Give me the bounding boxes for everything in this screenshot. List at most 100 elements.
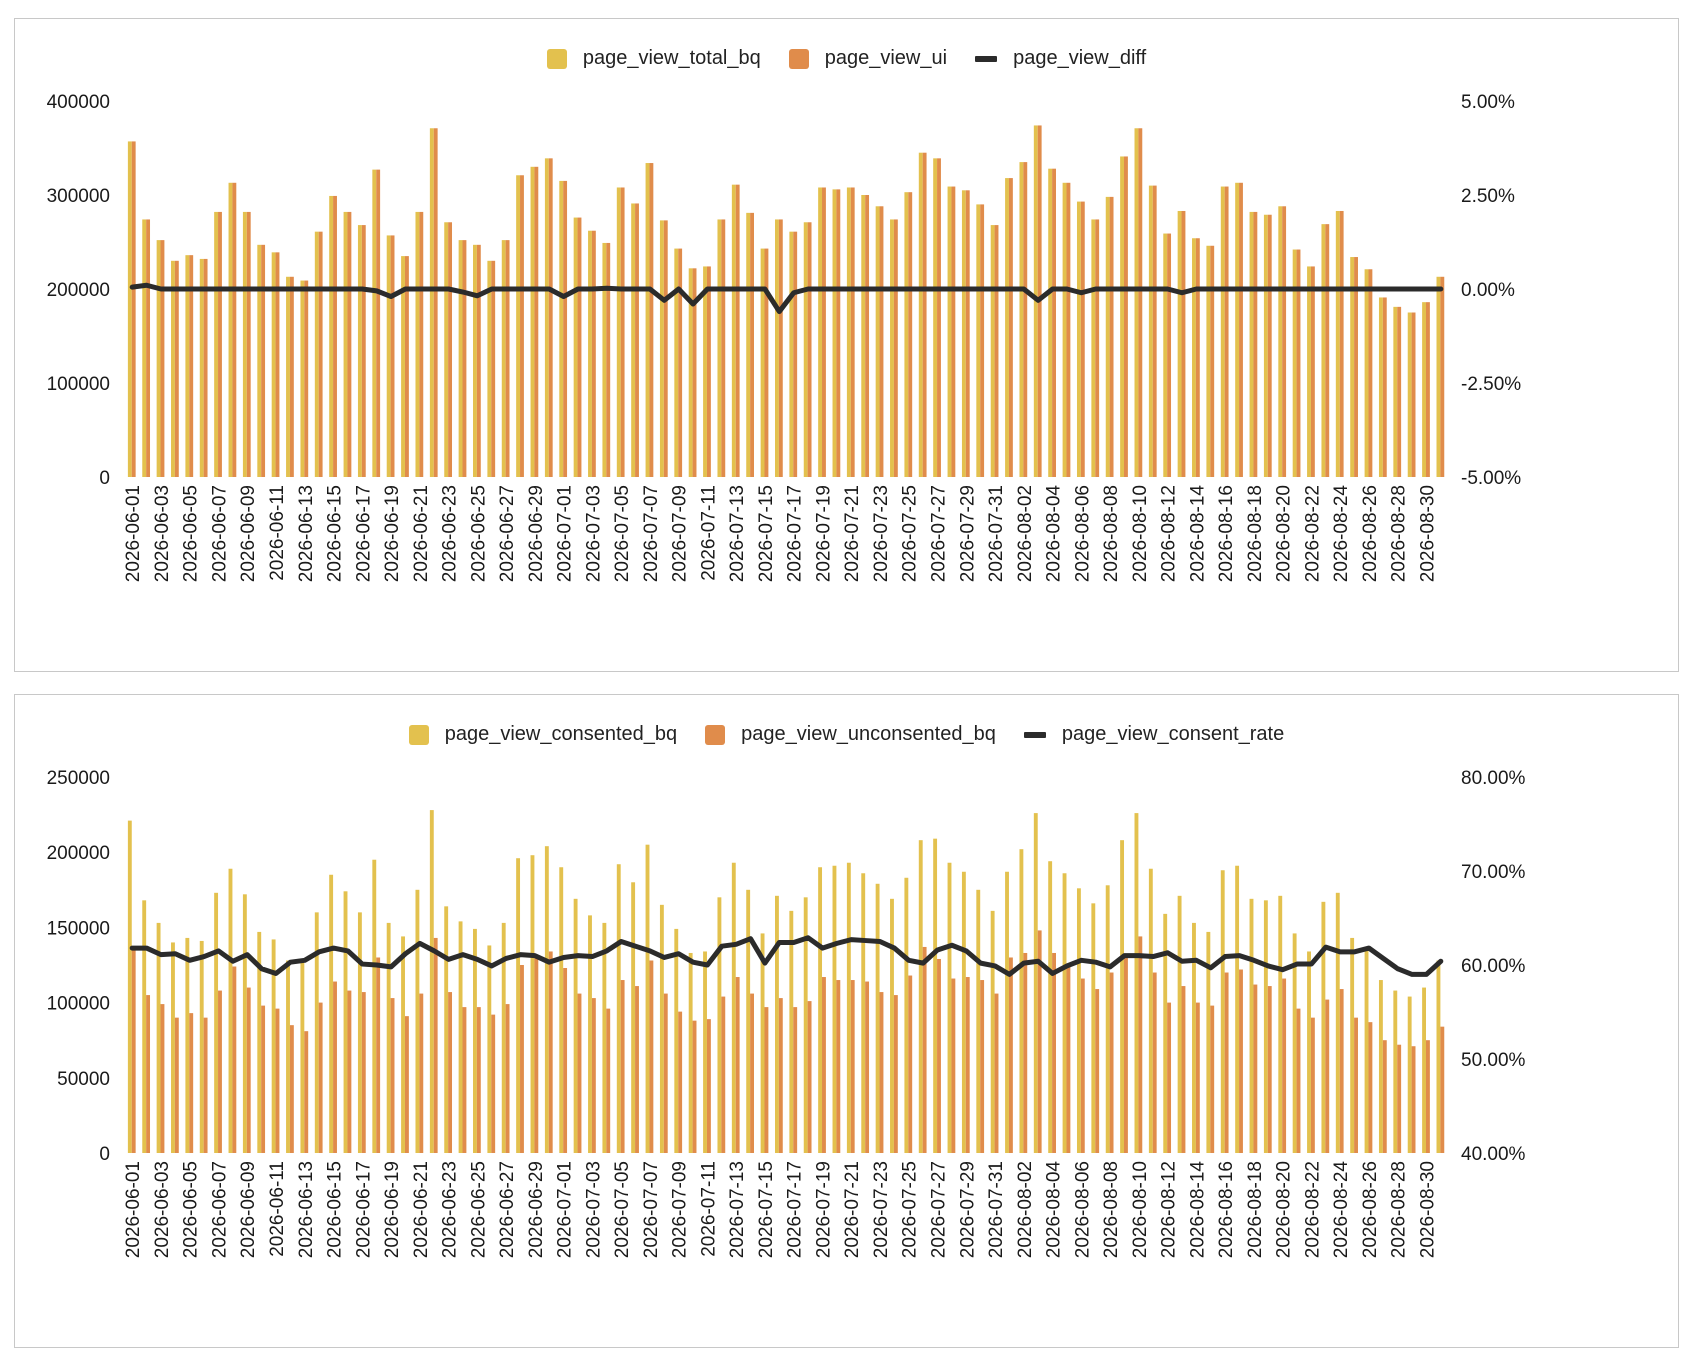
bar-page_view_total_bq[interactable] bbox=[918, 152, 923, 477]
bar-page_view_consented_bq[interactable] bbox=[127, 820, 132, 1153]
bar-page_view_ui[interactable] bbox=[563, 180, 568, 477]
bar-page_view_unconsented_bq[interactable] bbox=[807, 1001, 812, 1153]
bar-page_view_consented_bq[interactable] bbox=[372, 859, 377, 1153]
bar-page_view_ui[interactable] bbox=[160, 240, 165, 477]
bar-page_view_ui[interactable] bbox=[649, 163, 654, 478]
bar-page_view_consented_bq[interactable] bbox=[314, 912, 319, 1153]
bar-page_view_consented_bq[interactable] bbox=[659, 904, 664, 1153]
bar-page_view_ui[interactable] bbox=[865, 195, 870, 477]
bar-page_view_ui[interactable] bbox=[1239, 182, 1243, 477]
bar-page_view_consented_bq[interactable] bbox=[717, 897, 722, 1153]
bar-page_view_total_bq[interactable] bbox=[1278, 206, 1283, 477]
bar-page_view_ui[interactable] bbox=[951, 186, 956, 478]
bar-page_view_ui[interactable] bbox=[850, 187, 855, 478]
bar-page_view_unconsented_bq[interactable] bbox=[922, 946, 927, 1153]
bar-page_view_total_bq[interactable] bbox=[487, 260, 492, 477]
bar-page_view_unconsented_bq[interactable] bbox=[275, 1008, 280, 1153]
bar-page_view_ui[interactable] bbox=[218, 211, 222, 478]
bar-page_view_unconsented_bq[interactable] bbox=[822, 977, 826, 1153]
bar-page_view_total_bq[interactable] bbox=[1378, 297, 1383, 477]
bar-page_view_ui[interactable] bbox=[678, 248, 683, 477]
bar-page_view_ui[interactable] bbox=[520, 175, 524, 477]
bar-page_view_consented_bq[interactable] bbox=[818, 867, 823, 1153]
bar-page_view_consented_bq[interactable] bbox=[645, 844, 650, 1153]
bar-page_view_consented_bq[interactable] bbox=[501, 922, 506, 1153]
bar-page_view_ui[interactable] bbox=[1124, 156, 1128, 477]
bar-page_view_total_bq[interactable] bbox=[501, 240, 506, 477]
bar-page_view_consented_bq[interactable] bbox=[1335, 892, 1340, 1153]
bar-page_view_consented_bq[interactable] bbox=[1364, 949, 1369, 1153]
bar-page_view_unconsented_bq[interactable] bbox=[735, 977, 740, 1153]
bar-page_view_ui[interactable] bbox=[1023, 162, 1028, 477]
bar-page_view_consented_bq[interactable] bbox=[544, 846, 549, 1153]
bar-page_view_ui[interactable] bbox=[635, 203, 639, 477]
bar-page_view_total_bq[interactable] bbox=[1292, 249, 1297, 477]
bar-page_view_consented_bq[interactable] bbox=[1048, 861, 1053, 1153]
bar-page_view_unconsented_bq[interactable] bbox=[908, 975, 913, 1153]
bar-page_view_consented_bq[interactable] bbox=[516, 858, 521, 1153]
bar-page_view_consented_bq[interactable] bbox=[731, 862, 736, 1153]
bar-page_view_unconsented_bq[interactable] bbox=[1339, 989, 1344, 1153]
bar-page_view_total_bq[interactable] bbox=[573, 217, 578, 477]
bar-page_view_consented_bq[interactable] bbox=[286, 960, 290, 1153]
bar-page_view_unconsented_bq[interactable] bbox=[347, 990, 352, 1153]
bar-page_view_total_bq[interactable] bbox=[990, 225, 995, 477]
bar-page_view_ui[interactable] bbox=[620, 187, 625, 478]
bar-page_view_consented_bq[interactable] bbox=[1263, 900, 1268, 1153]
bar-page_view_total_bq[interactable] bbox=[803, 222, 808, 477]
bar-page_view_ui[interactable] bbox=[1224, 186, 1229, 478]
bar-page_view_ui[interactable] bbox=[879, 206, 884, 477]
bar-page_view_unconsented_bq[interactable] bbox=[289, 1025, 294, 1153]
bar-page_view_consented_bq[interactable] bbox=[918, 840, 923, 1153]
bar-page_view_unconsented_bq[interactable] bbox=[965, 977, 970, 1153]
bar-page_view_consented_bq[interactable] bbox=[1206, 931, 1211, 1153]
bar-page_view_total_bq[interactable] bbox=[1364, 269, 1369, 477]
bar-page_view_consented_bq[interactable] bbox=[300, 960, 305, 1153]
bar-page_view_ui[interactable] bbox=[1310, 266, 1315, 477]
bar-page_view_consented_bq[interactable] bbox=[760, 933, 765, 1153]
bar-page_view_total_bq[interactable] bbox=[1019, 162, 1024, 477]
bar-page_view_ui[interactable] bbox=[433, 128, 438, 477]
bar-page_view_consented_bq[interactable] bbox=[1163, 913, 1168, 1153]
bar-page_view_unconsented_bq[interactable] bbox=[1052, 952, 1056, 1153]
bar-page_view_consented_bq[interactable] bbox=[473, 928, 477, 1153]
legend-item-ui[interactable]: page_view_ui bbox=[788, 47, 947, 70]
bar-page_view_consented_bq[interactable] bbox=[1292, 933, 1297, 1153]
bar-page_view_total_bq[interactable] bbox=[933, 158, 938, 477]
bar-page_view_unconsented_bq[interactable] bbox=[793, 1007, 798, 1153]
bar-page_view_unconsented_bq[interactable] bbox=[778, 998, 783, 1153]
bar-page_view_ui[interactable] bbox=[778, 219, 783, 477]
bar-page_view_total_bq[interactable] bbox=[429, 128, 434, 477]
bar-page_view_unconsented_bq[interactable] bbox=[1195, 1002, 1200, 1153]
bar-page_view_total_bq[interactable] bbox=[789, 231, 794, 477]
bar-page_view_total_bq[interactable] bbox=[688, 268, 693, 477]
bar-page_view_unconsented_bq[interactable] bbox=[577, 993, 582, 1153]
bar-page_view_total_bq[interactable] bbox=[746, 212, 751, 478]
bar-page_view_total_bq[interactable] bbox=[961, 190, 966, 478]
bar-page_view_unconsented_bq[interactable] bbox=[1138, 936, 1143, 1153]
bar-page_view_total_bq[interactable] bbox=[875, 206, 880, 477]
bar-page_view_consented_bq[interactable] bbox=[803, 897, 808, 1153]
bar-page_view_total_bq[interactable] bbox=[372, 169, 377, 477]
bar-page_view_unconsented_bq[interactable] bbox=[1354, 1017, 1358, 1153]
bar-page_view_ui[interactable] bbox=[1325, 224, 1330, 477]
bar-page_view_ui[interactable] bbox=[764, 248, 769, 477]
bar-page_view_ui[interactable] bbox=[390, 235, 395, 477]
bar-page_view_ui[interactable] bbox=[965, 190, 970, 478]
bar-page_view_ui[interactable] bbox=[591, 230, 596, 477]
bar-page_view_consented_bq[interactable] bbox=[990, 910, 995, 1153]
bar-page_view_unconsented_bq[interactable] bbox=[419, 993, 424, 1153]
bar-page_view_total_bq[interactable] bbox=[1206, 245, 1211, 477]
bar-page_view_unconsented_bq[interactable] bbox=[1152, 972, 1157, 1153]
bar-page_view_consented_bq[interactable] bbox=[890, 898, 894, 1153]
bar-page_view_total_bq[interactable] bbox=[832, 189, 837, 478]
bar-page_view_unconsented_bq[interactable] bbox=[203, 1017, 208, 1153]
bar-page_view_total_bq[interactable] bbox=[271, 252, 276, 477]
bar-page_view_total_bq[interactable] bbox=[846, 187, 851, 478]
bar-page_view_total_bq[interactable] bbox=[199, 258, 204, 477]
bar-page_view_ui[interactable] bbox=[491, 260, 496, 477]
bar-page_view_unconsented_bq[interactable] bbox=[620, 980, 625, 1153]
bar-page_view_total_bq[interactable] bbox=[127, 141, 132, 478]
bar-page_view_unconsented_bq[interactable] bbox=[476, 1007, 481, 1153]
bar-page_view_consented_bq[interactable] bbox=[1120, 840, 1125, 1153]
